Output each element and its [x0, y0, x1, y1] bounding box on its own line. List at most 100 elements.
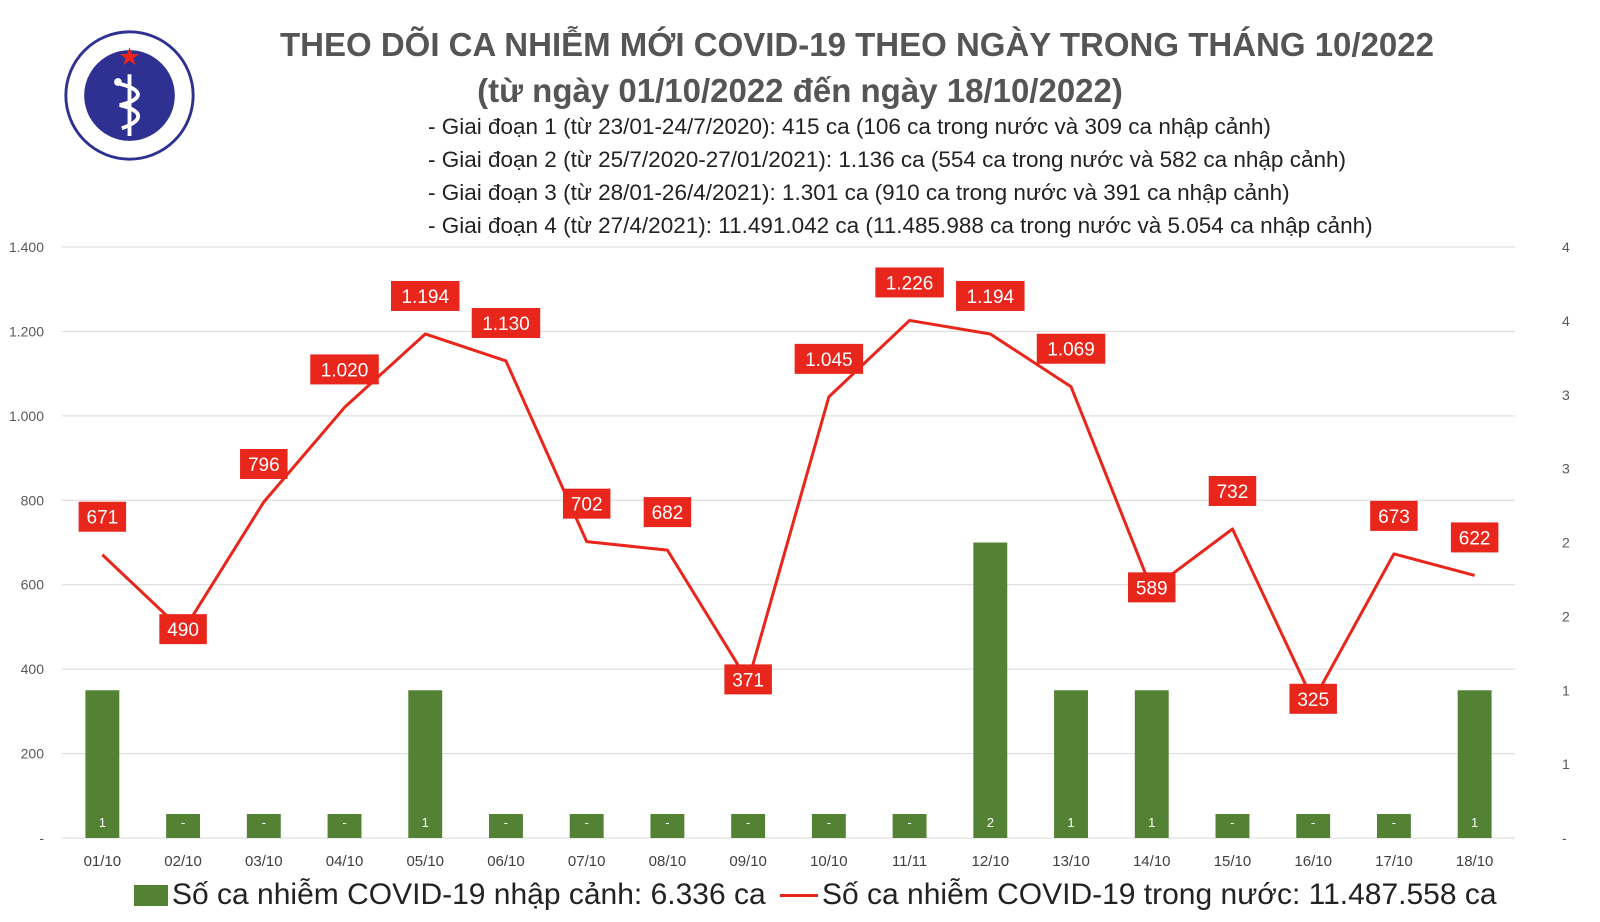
import-bar: [489, 814, 523, 838]
x-tick-label: 06/10: [487, 853, 525, 870]
domestic-value-label: 490: [159, 614, 207, 645]
domestic-value-label: 702: [562, 488, 611, 519]
import-bar: [569, 814, 604, 838]
label-text: 1.020: [321, 360, 369, 381]
x-tick-label: 03/10: [245, 853, 283, 870]
legend-line-label: Số ca nhiễm COVID-19 trong nước: 11.487.…: [822, 878, 1497, 911]
domestic-value-label: 622: [1450, 522, 1499, 553]
label-text: 371: [732, 670, 764, 691]
right-tick-label: 3: [1562, 461, 1570, 477]
grid-lines: [62, 246, 1515, 839]
label-box: [310, 354, 379, 385]
x-tick-label: 01/10: [84, 853, 122, 870]
legend-line-entry: Số ca nhiễm COVID-19 trong nước: 11.487.…: [780, 878, 1497, 912]
stage-2-summary: - Giai đoạn 2 (từ 25/7/2020-27/01/2021):…: [428, 147, 1346, 172]
label-box: [1036, 333, 1106, 364]
label-box: [643, 497, 692, 528]
import-bar-label: -: [827, 815, 831, 830]
right-tick-label: 4: [1562, 313, 1570, 329]
import-bar-label: 2: [987, 815, 994, 830]
import-bar: [731, 814, 766, 838]
domestic-value-label: 732: [1208, 475, 1257, 506]
import-bar: [166, 814, 201, 838]
x-tick-label: 15/10: [1214, 853, 1252, 870]
label-box: [562, 488, 611, 519]
label-box: [875, 267, 944, 298]
legend-bar-label: Số ca nhiễm COVID-19 nhập cảnh: 6.336 ca: [172, 878, 766, 911]
import-bar: [650, 814, 685, 838]
label-text: 622: [1459, 528, 1491, 549]
label-box: [78, 501, 127, 532]
chart-title: THEO DÕI CA NHIỄM MỚI COVID-19 THEO NGÀY…: [280, 26, 1434, 63]
import-bar: [892, 814, 927, 838]
import-bar: [811, 814, 846, 838]
import-bar-label: 1: [1471, 815, 1478, 830]
domestic-value-label: 1.194: [956, 280, 1025, 311]
label-text: 490: [167, 620, 199, 641]
right-tick-label: 3: [1562, 387, 1570, 403]
line-series: [101, 318, 1476, 703]
x-tick-label: 14/10: [1133, 853, 1171, 870]
x-tick-label: 02/10: [164, 853, 202, 870]
label-text: 1.194: [401, 287, 449, 308]
legend-bar-swatch: [134, 884, 168, 906]
import-bar-label: -: [665, 815, 669, 830]
label-text: 671: [87, 508, 119, 529]
right-tick-label: 4: [1562, 239, 1570, 255]
import-bar-label: -: [342, 815, 346, 830]
right-tick-label: 2: [1562, 608, 1570, 624]
legend-bar-entry: Số ca nhiễm COVID-19 nhập cảnh: 6.336 ca: [134, 878, 766, 912]
label-text: 325: [1297, 690, 1329, 711]
label-box: [724, 664, 772, 695]
import-bar-label: 1: [99, 815, 106, 830]
import-bar: [1296, 814, 1331, 838]
x-tick-label: 16/10: [1294, 853, 1332, 870]
right-y-axis: - 1 1 2 2 3 3 4 4: [1562, 239, 1570, 846]
label-box: [1289, 683, 1337, 714]
label-text: 732: [1217, 482, 1249, 503]
left-tick-label: 400: [21, 661, 45, 677]
import-bar-label: -: [907, 815, 911, 830]
import-bar-label: 1: [422, 815, 429, 830]
stage-1-summary: - Giai đoạn 1 (từ 23/01-24/7/2020): 415 …: [428, 114, 1271, 139]
label-box: [159, 614, 207, 645]
right-tick-label: 1: [1562, 756, 1570, 772]
legend-line-swatch: [780, 893, 818, 897]
import-bar: [1376, 814, 1411, 838]
domestic-value-label: 371: [724, 664, 772, 695]
label-box: [1450, 522, 1499, 553]
x-tick-label: 11/11: [892, 853, 927, 870]
label-text: 702: [571, 495, 603, 516]
domestic-value-label: 682: [643, 497, 692, 528]
domestic-value-label: 673: [1370, 500, 1418, 531]
x-tick-label: 09/10: [729, 853, 767, 870]
x-tick-label: 10/10: [810, 853, 848, 870]
import-bar-label: -: [1392, 815, 1396, 830]
left-tick-label: -: [39, 830, 44, 846]
left-tick-label: 600: [21, 577, 45, 593]
domestic-value-label: 796: [240, 448, 288, 479]
stage-3-summary: - Giai đoạn 3 (từ 28/01-26/4/2021): 1.30…: [428, 180, 1290, 205]
import-bar: [1134, 690, 1169, 838]
label-text: 1.226: [886, 273, 934, 294]
import-bar: [408, 690, 443, 838]
import-bar: [327, 814, 362, 838]
line-data-labels: 671 490 796 1.020 1.194 1.130 702 682 371 1.045 1.…: [78, 267, 1499, 714]
x-tick-label: 13/10: [1052, 853, 1090, 870]
label-text: 589: [1136, 578, 1168, 599]
label-box: [794, 343, 864, 374]
domestic-value-label: 325: [1289, 683, 1337, 714]
import-bar: [973, 542, 1008, 838]
x-axis: 01/10 02/10 03/10 04/10 05/10 06/10 07/10 08/10…: [84, 853, 1494, 870]
domestic-value-label: 1.069: [1036, 333, 1106, 364]
right-tick-label: 1: [1562, 682, 1570, 698]
label-text: 1.045: [805, 350, 853, 371]
label-box: [240, 448, 288, 479]
x-tick-label: 04/10: [326, 853, 364, 870]
x-tick-label: 07/10: [568, 853, 606, 870]
left-y-axis: - 200 400 600 800 1.000 1.200 1.400: [9, 239, 44, 846]
import-bar: [85, 690, 120, 838]
import-bar-label: 1: [1148, 815, 1155, 830]
left-tick-label: 1.200: [9, 323, 44, 339]
